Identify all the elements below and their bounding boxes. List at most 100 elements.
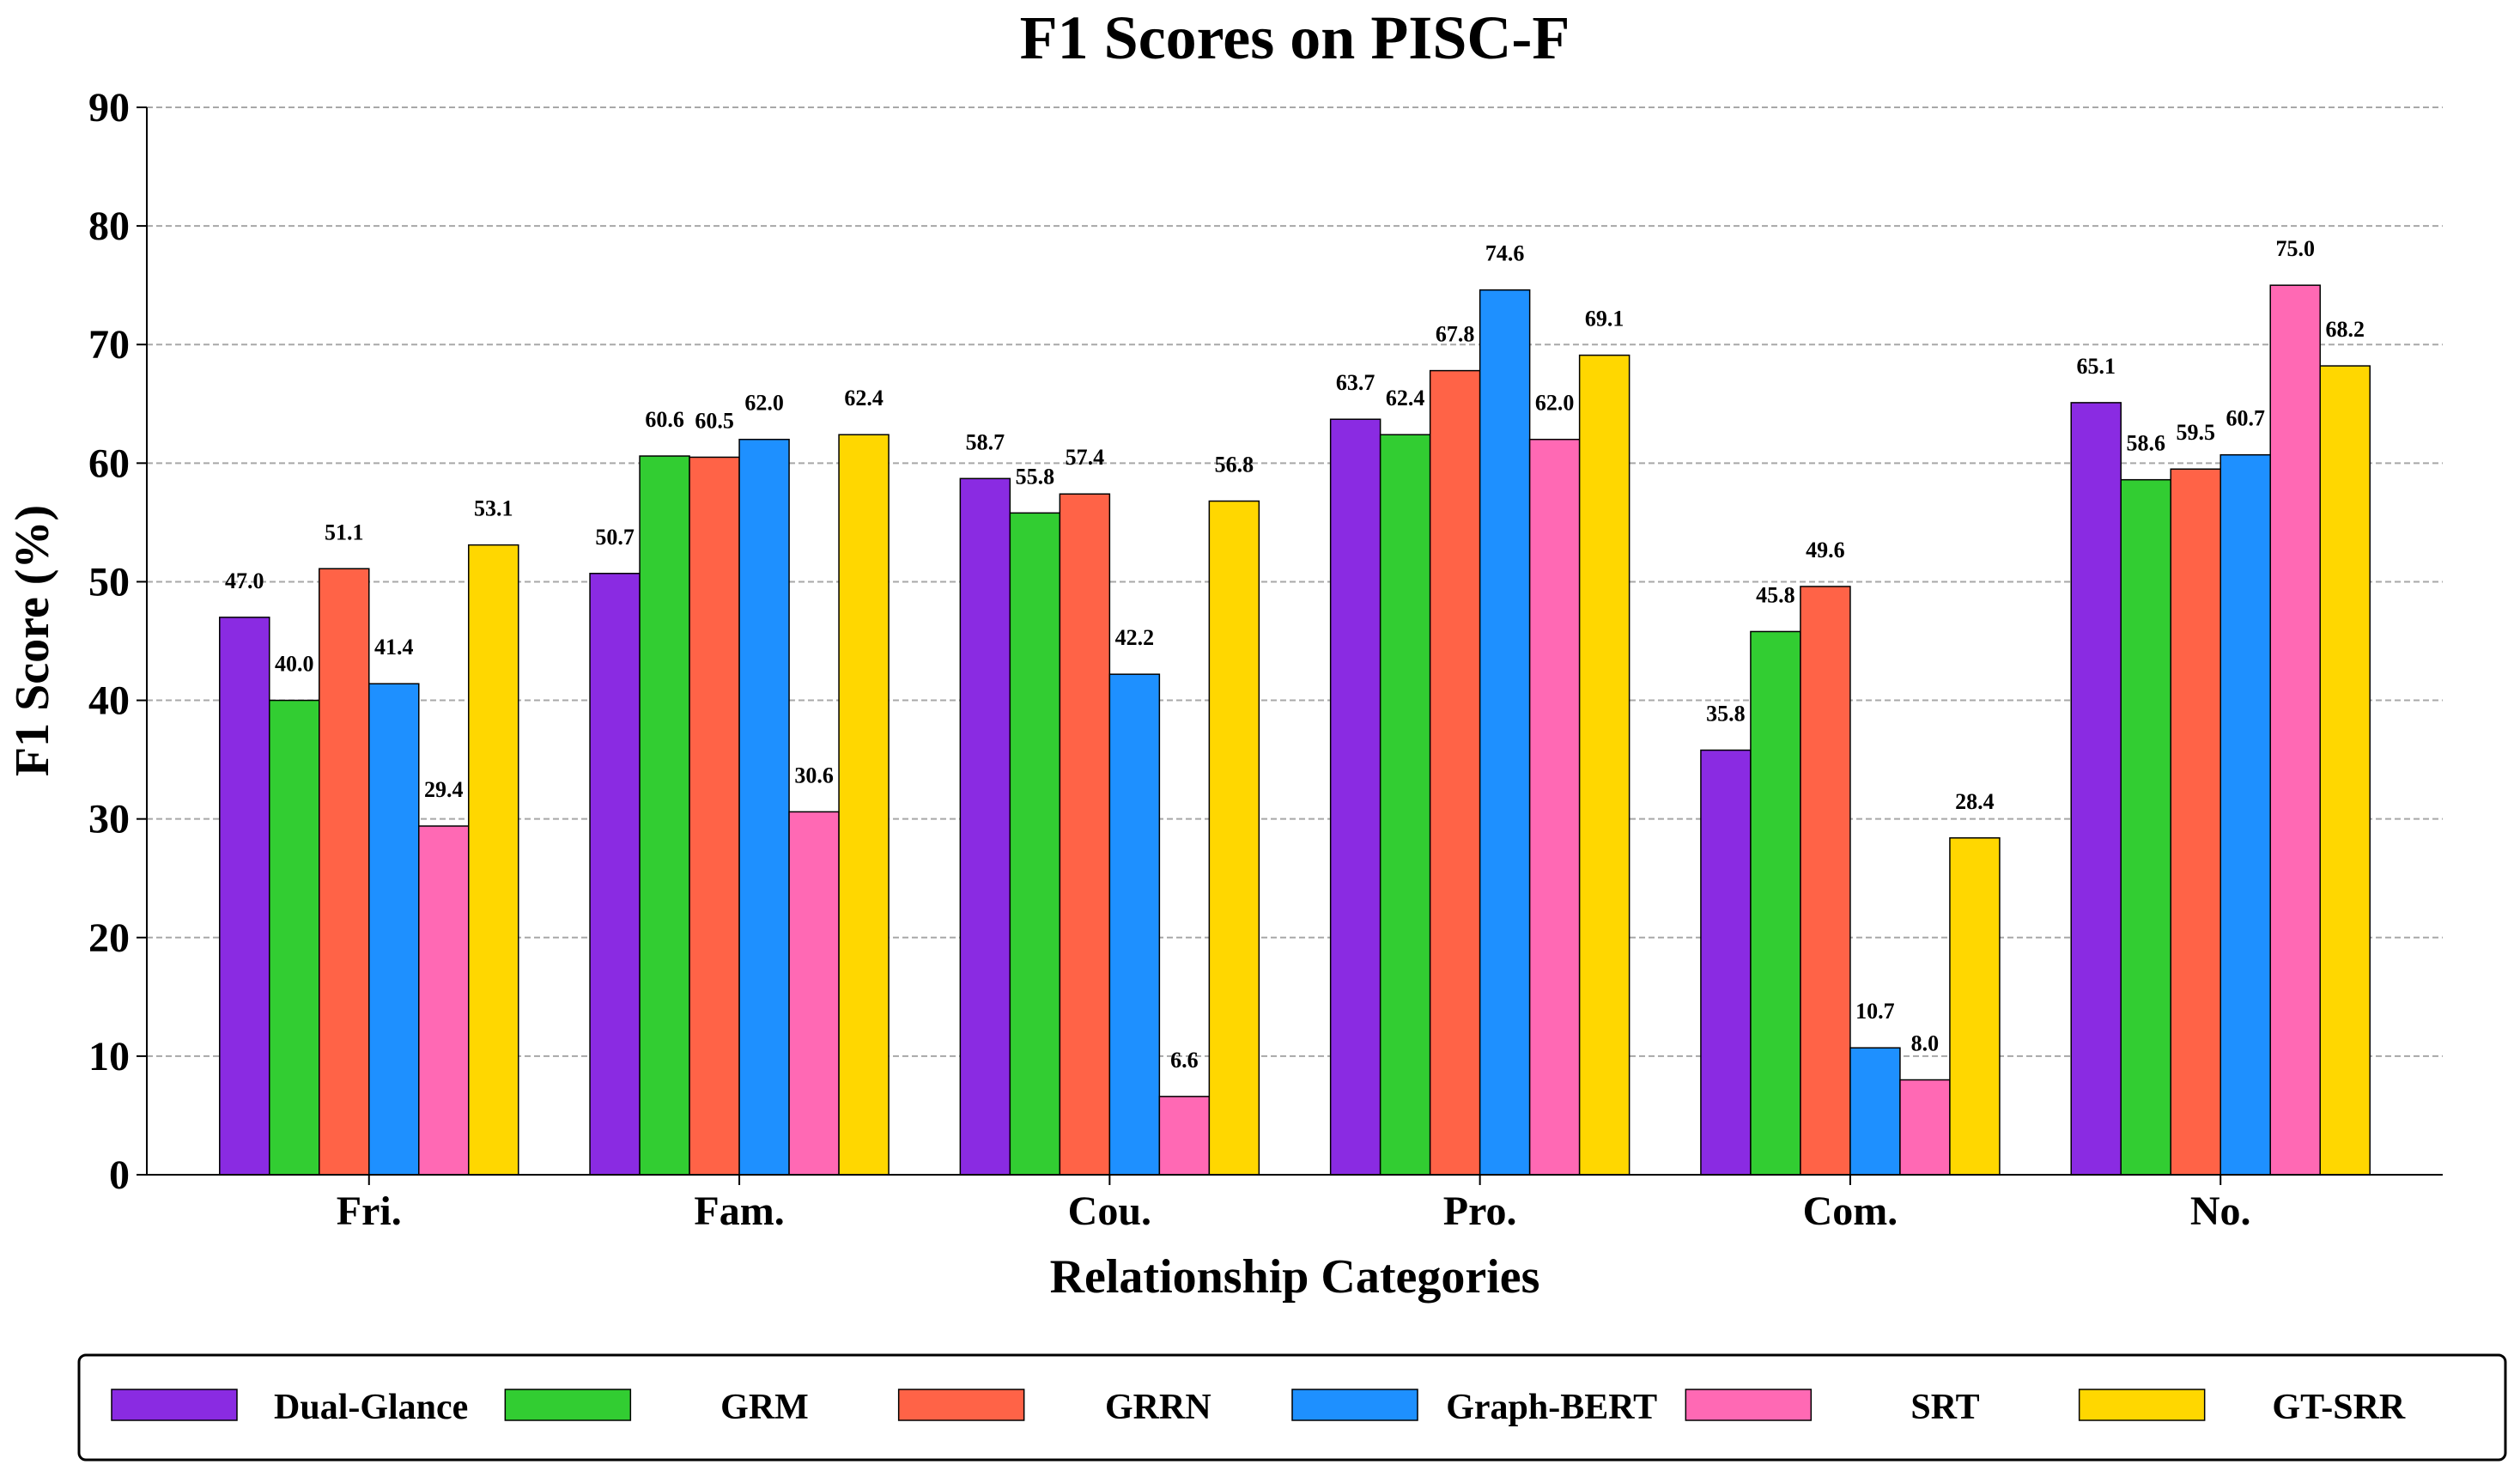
data-label-grm-pro: 62.4 — [1386, 386, 1425, 410]
x-axis-ticks: Fri. Fam. Cou. Pro. Com. No. — [337, 1175, 2251, 1234]
y-axis-ticks: 0 10 20 30 40 50 60 70 80 90 — [88, 85, 147, 1198]
bar-graph-bert-fam — [738, 438, 790, 1176]
data-label-dual-glance-com: 35.8 — [1706, 702, 1746, 726]
legend-swatch-gt-srr — [2078, 1389, 2206, 1421]
bar-grrn-pro — [1429, 369, 1481, 1176]
bar-srt-fam — [788, 811, 840, 1176]
data-label-grrn-com: 49.6 — [1806, 538, 1845, 562]
data-label-dual-glance-cou: 58.7 — [966, 429, 1005, 454]
x-tick-label-fam: Fam. — [694, 1188, 784, 1234]
bar-dual-glance-fam — [589, 573, 641, 1176]
data-label-dual-glance-fam: 50.7 — [595, 525, 635, 550]
data-label-grm-fam: 60.6 — [645, 407, 684, 432]
bar-grm-fri — [269, 699, 320, 1176]
bar-graph-bert-cou — [1108, 673, 1161, 1176]
x-tick-label-no: No. — [2190, 1188, 2251, 1234]
bar-grrn-com — [1800, 586, 1851, 1176]
x-tick-label-fri: Fri. — [337, 1188, 402, 1234]
legend-label-srt: SRT — [1910, 1388, 1979, 1427]
bar-dual-glance-fri — [219, 617, 270, 1176]
bar-gt-srr-cou — [1208, 500, 1260, 1176]
bar-gt-srr-fam — [838, 434, 890, 1176]
data-label-gt-srr-fam: 62.4 — [844, 386, 884, 410]
bar-grm-no — [2120, 478, 2171, 1176]
data-label-grm-fri: 40.0 — [275, 652, 314, 677]
bar-srt-com — [1899, 1079, 1951, 1176]
data-label-grrn-no: 59.5 — [2176, 420, 2215, 445]
bars — [219, 284, 2371, 1176]
data-label-grrn-fam: 60.5 — [695, 408, 734, 433]
data-label-grm-cou: 55.8 — [1016, 464, 1055, 489]
x-axis-title: Relationship Categories — [1050, 1250, 1540, 1304]
y-tick-label-10: 10 — [88, 1034, 130, 1079]
bar-gt-srr-pro — [1578, 354, 1630, 1176]
bar-dual-glance-com — [1700, 749, 1752, 1176]
chart-title: F1 Scores on PISC-F — [1020, 3, 1570, 72]
bar-grm-cou — [1009, 512, 1061, 1176]
y-tick-label-0: 0 — [109, 1152, 130, 1198]
y-tick-label-30: 30 — [88, 797, 130, 842]
bar-gt-srr-com — [1949, 837, 2001, 1176]
legend-swatch-graph-bert — [1291, 1389, 1418, 1421]
bar-grrn-no — [2170, 468, 2221, 1176]
bar-grm-pro — [1379, 434, 1431, 1176]
bar-srt-cou — [1158, 1096, 1211, 1176]
legend: Dual-Glance GRM GRRN Graph-BERT SRT GT-SRR — [77, 1353, 2507, 1462]
data-label-srt-fam: 30.6 — [794, 763, 834, 787]
data-label-graph-bert-cou: 42.2 — [1115, 625, 1155, 650]
data-label-graph-bert-com: 10.7 — [1855, 999, 1895, 1024]
bar-dual-glance-cou — [959, 477, 1011, 1176]
bar-graph-bert-pro — [1479, 289, 1531, 1176]
bar-gt-srr-fri — [468, 544, 519, 1176]
bar-grm-com — [1750, 630, 1801, 1176]
data-label-graph-bert-no: 60.7 — [2225, 406, 2265, 431]
data-label-gt-srr-no: 68.2 — [2325, 317, 2365, 342]
y-tick-label-20: 20 — [88, 915, 130, 961]
bar-grrn-cou — [1059, 493, 1111, 1176]
x-tick-label-pro: Pro. — [1443, 1188, 1517, 1234]
y-tick-label-60: 60 — [88, 441, 130, 486]
gridlines — [147, 106, 2443, 1057]
y-tick-label-90: 90 — [88, 85, 130, 131]
y-tick-label-70: 70 — [88, 322, 130, 368]
legend-label-gt-srr: GT-SRR — [2272, 1388, 2406, 1427]
data-label-srt-pro: 62.0 — [1535, 391, 1575, 416]
bar-dual-glance-pro — [1329, 418, 1381, 1176]
data-label-srt-fri: 29.4 — [424, 777, 464, 802]
data-label-grrn-fri: 51.1 — [325, 520, 364, 544]
bar-srt-fri — [418, 825, 470, 1176]
legend-swatch-srt — [1685, 1389, 1813, 1421]
legend-swatch-grm — [504, 1389, 632, 1421]
bar-graph-bert-com — [1849, 1047, 1901, 1176]
data-label-gt-srr-com: 28.4 — [1955, 789, 1995, 814]
data-labels: 47.0 40.0 51.1 41.4 29.4 53.1 50.7 60.6 60.5 62.0… — [225, 236, 2365, 1073]
data-label-dual-glance-fri: 47.0 — [225, 568, 264, 593]
legend-label-grrn: GRRN — [1105, 1388, 1211, 1427]
data-label-graph-bert-pro: 74.6 — [1485, 241, 1525, 266]
data-label-srt-cou: 6.6 — [1170, 1048, 1199, 1073]
bar-grrn-fam — [689, 456, 740, 1176]
bar-srt-no — [2269, 284, 2321, 1176]
legend-label-grm: GRM — [720, 1388, 809, 1427]
data-label-grm-no: 58.6 — [2126, 431, 2165, 456]
data-label-gt-srr-pro: 69.1 — [1585, 307, 1624, 331]
bar-gt-srr-no — [2319, 365, 2371, 1176]
data-label-graph-bert-fri: 41.4 — [374, 635, 414, 660]
legend-items: Dual-Glance GRM GRRN Graph-BERT SRT GT-SRR — [111, 1388, 2406, 1427]
x-tick-label-cou: Cou. — [1068, 1188, 1151, 1234]
data-label-gt-srr-cou: 56.8 — [1215, 453, 1254, 477]
legend-swatch-dual-glance — [111, 1389, 238, 1421]
data-label-grrn-pro: 67.8 — [1436, 322, 1475, 347]
y-axis-title: F1 Score (%) — [6, 505, 59, 776]
bar-dual-glance-no — [2070, 402, 2122, 1176]
y-tick-label-80: 80 — [88, 204, 130, 249]
data-label-graph-bert-fam: 62.0 — [744, 391, 784, 416]
x-tick-label-com: Com. — [1803, 1188, 1898, 1234]
bar-srt-pro — [1528, 438, 1581, 1176]
data-label-grm-com: 45.8 — [1756, 582, 1795, 607]
bar-grrn-fri — [319, 568, 370, 1176]
data-label-srt-no: 75.0 — [2275, 236, 2315, 261]
data-label-srt-com: 8.0 — [1911, 1031, 1940, 1056]
legend-label-dual-glance: Dual-Glance — [274, 1388, 468, 1427]
